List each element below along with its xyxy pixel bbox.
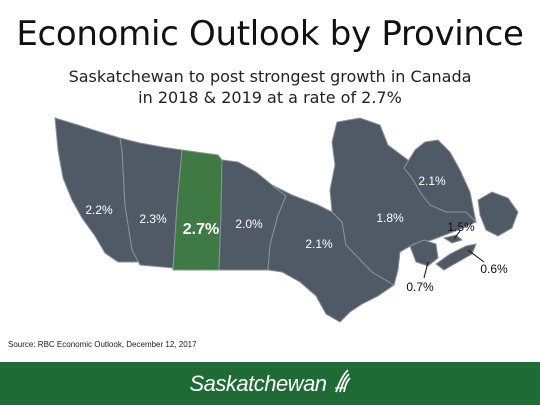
province-new-brunswick [409,239,439,267]
leader-line-pei [453,230,461,240]
province-saskatchewan [172,149,223,271]
wheat-sheaf-icon [333,368,351,399]
province-newfoundland-island [477,191,519,237]
province-prince-edward-island [442,234,464,244]
province-labrador [403,139,477,224]
rate-label-quebec: 1.8% [376,211,404,225]
leader-line-new-brunswick [423,261,429,279]
rate-label-saskatchewan: 2.7% [183,221,219,238]
rate-label-newfoundland-labrador: 2.1% [418,174,446,188]
rate-label-manitoba: 2.0% [235,217,263,231]
rate-label-british-columbia: 2.2% [85,203,113,217]
source-note: Source: RBC Economic Outlook, December 1… [8,340,197,349]
province-nova-scotia [435,243,477,271]
rate-label-alberta: 2.3% [139,212,167,226]
subtitle-line-1: Saskatchewan to post strongest growth in… [68,67,472,86]
rate-label-ontario: 2.1% [305,237,333,251]
rate-label-new-brunswick: 0.7% [406,280,434,294]
leader-line-nova-scotia [467,249,485,263]
brand-wordmark: Saskatchewan [189,370,327,396]
rate-label-prince-edward-island: 1.5% [447,220,475,234]
subtitle-line-2: in 2018 & 2019 at a rate of 2.7% [138,88,402,107]
province-british-columbia [54,117,141,263]
footer-banner: Saskatchewan [0,362,540,405]
rate-label-nova-scotia: 0.6% [480,262,508,276]
page-subtitle: Saskatchewan to post strongest growth in… [0,66,540,108]
page-title: Economic Outlook by Province [16,14,524,54]
